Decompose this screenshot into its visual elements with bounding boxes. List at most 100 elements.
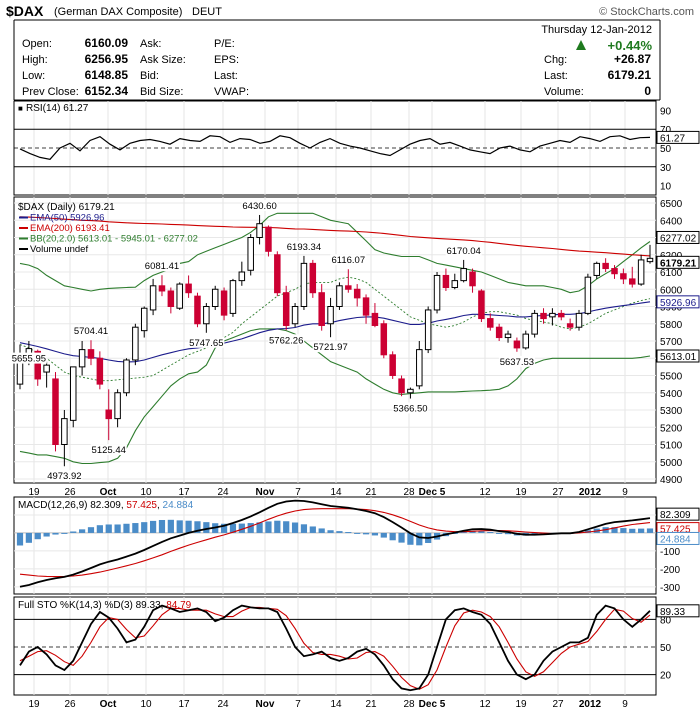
macd-line	[19, 499, 651, 588]
macd-histogram-bar	[646, 528, 654, 533]
macd-histogram-bar	[229, 523, 237, 533]
price-label: 5762.26	[269, 335, 303, 346]
up-arrow-icon	[576, 40, 586, 50]
quote-label: Ask Size:	[140, 54, 186, 66]
x-axis-label: Oct	[100, 487, 117, 498]
price-label: 5125.44	[92, 445, 126, 456]
quote-right-column: Chg: +26.87 Last: 6179.21 Volume: 0	[544, 52, 651, 98]
rsi-line	[19, 135, 651, 160]
price-tick: 5100	[660, 441, 683, 452]
quote-date: Thursday 12-Jan-2012	[541, 24, 652, 36]
legend-bb: BB(20,2.0) 5613.01 - 5945.01 - 6277.02	[30, 234, 198, 245]
macd-histogram-bar	[176, 520, 183, 533]
macd-histogram-bar	[398, 532, 405, 543]
macd-histogram-bar	[620, 528, 627, 533]
legend-volume: Volume undef	[30, 244, 88, 255]
quote-value: 6152.34	[85, 84, 129, 98]
x-axis-label: 17	[178, 699, 190, 710]
price-label: 4973.92	[47, 471, 81, 482]
sto-tick: 20	[660, 671, 672, 682]
macd-histogram-bar	[283, 521, 290, 533]
bb-lower-last: 5613.01	[660, 352, 697, 363]
candle	[132, 326, 139, 361]
price-tick: 6000	[660, 285, 683, 296]
quote-label: High:	[22, 54, 48, 66]
macd-title: MACD(12,26,9) 82.309, 57.425, 24.884	[18, 500, 194, 511]
price-label: 5721.97	[313, 342, 347, 353]
candle	[522, 333, 530, 349]
macd-histogram-bar	[309, 526, 316, 533]
x-axis-label: 24	[217, 699, 229, 710]
price-label-bg	[241, 199, 278, 211]
macd-histogram-bar	[460, 532, 467, 534]
candle	[389, 354, 396, 376]
x-axis-label: Dec 5	[419, 487, 446, 498]
price-label: 6081.41	[145, 261, 179, 272]
candle	[43, 364, 50, 373]
candle	[380, 323, 388, 356]
quote-label: Open:	[22, 38, 52, 50]
macd-histogram-bar	[504, 532, 512, 535]
candle	[247, 237, 254, 271]
macd-histogram-bar	[256, 522, 263, 533]
chart-header: $DAX (German DAX Composite) DEUT © Stock…	[6, 3, 694, 101]
macd-histogram-bar	[496, 532, 503, 534]
macd-histogram-bar	[16, 532, 24, 546]
macd-histogram-bar	[87, 527, 95, 533]
quote-label: Last:	[544, 70, 568, 82]
quote-value: 0	[644, 84, 651, 98]
macd-hist-last: 24.884	[660, 534, 691, 545]
macd-histogram-bar	[132, 523, 139, 533]
quote-label: Ask:	[140, 38, 161, 50]
candle	[620, 273, 627, 280]
candle	[61, 418, 68, 445]
price-label: 5747.65	[189, 338, 223, 349]
legend-ema200: EMA(200) 6193.41	[30, 223, 110, 234]
quote-label: Volume:	[544, 86, 584, 98]
candle	[238, 271, 246, 282]
rsi-last-value: 61.27	[660, 133, 685, 144]
price-label-bg	[330, 254, 367, 266]
candle	[176, 283, 183, 309]
macd-histogram-bar	[629, 528, 636, 533]
quote-value: 6148.85	[85, 68, 129, 82]
x-axis-label: 26	[64, 487, 76, 498]
candle	[282, 292, 290, 326]
candle	[114, 392, 121, 420]
candle	[433, 274, 441, 311]
x-axis-label: 28	[403, 699, 415, 710]
price-tick: 5400	[660, 389, 683, 400]
macd-tick: -100	[660, 547, 680, 558]
x-axis-label: 19	[28, 487, 40, 498]
candle	[167, 290, 175, 308]
price-label-bg	[312, 341, 349, 353]
candle	[416, 349, 423, 387]
candle	[105, 409, 112, 420]
macd-histogram-bar	[220, 523, 228, 533]
macd-histogram-bar	[114, 524, 121, 533]
x-axis-label: 19	[515, 699, 527, 710]
candle	[637, 259, 645, 285]
macd-histogram-bar	[96, 525, 103, 533]
price-label-bg	[143, 260, 180, 272]
quote-mid-column: Ask: Ask Size: Bid: Bid Size:	[140, 38, 186, 98]
candle	[602, 262, 609, 270]
rsi-frame	[13, 100, 657, 196]
price-label-bg	[46, 470, 83, 482]
quote-label: Chg:	[544, 54, 567, 66]
candle	[291, 306, 299, 325]
sto-title-part: Full STO %K(14,3) %D(3) 89.33,	[18, 600, 166, 611]
x-axis-label: 7	[295, 487, 301, 498]
sto-d-line	[19, 606, 651, 690]
watermark: © StockCharts.com	[599, 6, 694, 18]
price-tick: 5700	[660, 337, 683, 348]
macd-histogram-bar	[611, 527, 618, 533]
macd-histogram-bar	[407, 532, 414, 545]
candle	[584, 276, 592, 314]
candle	[353, 288, 361, 299]
x-axis-label: 27	[552, 699, 564, 710]
quote-left-column: Open: 6160.09 High: 6256.95 Low: 6148.85 Prev …	[22, 36, 128, 98]
quote-label: Last:	[214, 70, 238, 82]
candle	[424, 309, 432, 351]
